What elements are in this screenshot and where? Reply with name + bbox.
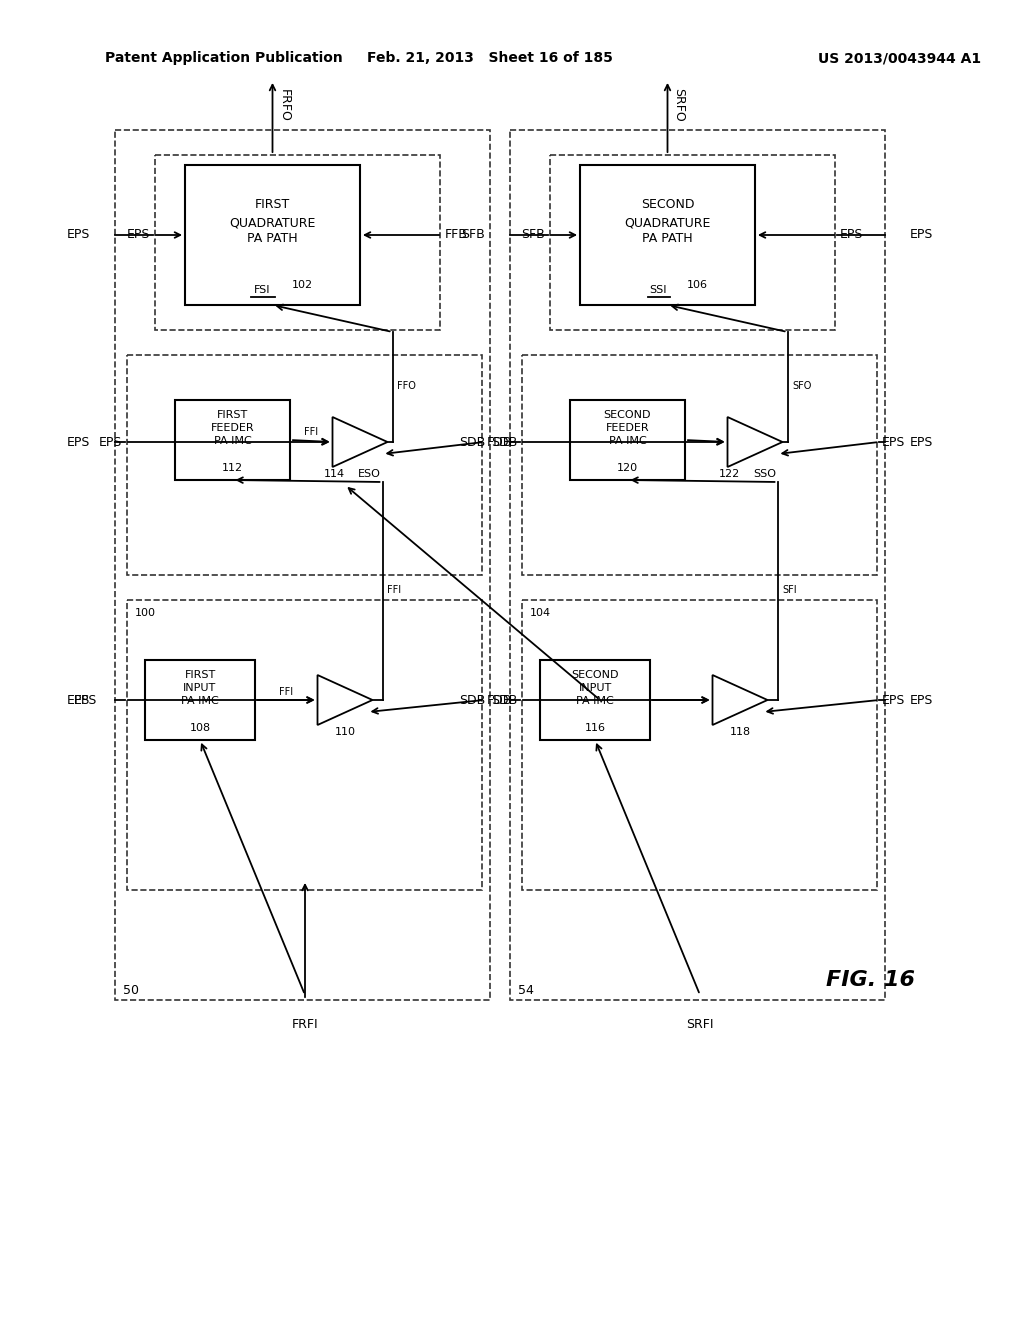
Bar xyxy=(145,660,255,741)
Text: SDB: SDB xyxy=(490,436,517,449)
Bar xyxy=(580,165,755,305)
Text: PA IMC: PA IMC xyxy=(577,696,613,706)
Text: FIRST: FIRST xyxy=(255,198,290,211)
Text: QUADRATURE: QUADRATURE xyxy=(229,216,315,230)
Text: FFB: FFB xyxy=(445,228,468,242)
Bar xyxy=(127,355,482,576)
Text: FFI: FFI xyxy=(280,686,293,697)
Text: FEEDER: FEEDER xyxy=(605,422,649,433)
Text: PA IMC: PA IMC xyxy=(181,696,219,706)
Text: SECOND: SECOND xyxy=(641,198,694,211)
Text: EPS: EPS xyxy=(910,693,933,706)
Bar xyxy=(510,129,885,1001)
Text: EPS: EPS xyxy=(882,693,905,706)
Polygon shape xyxy=(713,675,768,725)
Text: SRFI: SRFI xyxy=(686,1019,714,1031)
Text: 100: 100 xyxy=(135,609,156,618)
Bar xyxy=(175,400,290,480)
Bar xyxy=(570,400,685,480)
Text: PA IMC: PA IMC xyxy=(214,436,251,446)
Text: 122: 122 xyxy=(719,469,740,479)
Text: SRFO: SRFO xyxy=(673,88,685,121)
Text: 110: 110 xyxy=(335,727,355,737)
Text: INPUT: INPUT xyxy=(579,682,611,693)
Text: FIRST: FIRST xyxy=(184,671,216,680)
Text: FEEDER: FEEDER xyxy=(211,422,254,433)
Text: 104: 104 xyxy=(530,609,551,618)
Text: FFI: FFI xyxy=(387,585,401,595)
Text: 106: 106 xyxy=(686,280,708,290)
Text: EPS: EPS xyxy=(127,228,150,242)
Text: QUADRATURE: QUADRATURE xyxy=(625,216,711,230)
Text: EPS: EPS xyxy=(840,228,863,242)
Bar xyxy=(127,601,482,890)
Bar xyxy=(522,601,877,890)
Text: FSI: FSI xyxy=(254,285,270,294)
Text: EPS: EPS xyxy=(882,436,905,449)
Text: EPS: EPS xyxy=(67,693,90,706)
Text: EPS: EPS xyxy=(67,228,90,242)
Text: 120: 120 xyxy=(616,463,638,473)
Text: Feb. 21, 2013   Sheet 16 of 185: Feb. 21, 2013 Sheet 16 of 185 xyxy=(367,51,613,65)
Text: 114: 114 xyxy=(324,469,345,479)
Text: PA PATH: PA PATH xyxy=(247,232,298,246)
Text: EPS: EPS xyxy=(910,436,933,449)
Text: 112: 112 xyxy=(222,463,243,473)
Text: Patent Application Publication: Patent Application Publication xyxy=(105,51,343,65)
Text: FIRST: FIRST xyxy=(217,411,248,420)
Text: 54: 54 xyxy=(518,983,534,997)
Text: 116: 116 xyxy=(585,723,605,733)
Text: 102: 102 xyxy=(292,280,312,290)
Bar xyxy=(550,154,835,330)
Text: INPUT: INPUT xyxy=(183,682,217,693)
Text: EPS: EPS xyxy=(67,436,90,449)
Text: FDB: FDB xyxy=(487,436,512,449)
Text: PA IMC: PA IMC xyxy=(608,436,646,446)
Text: US 2013/0043944 A1: US 2013/0043944 A1 xyxy=(818,51,982,65)
Text: FFI: FFI xyxy=(304,426,318,437)
Text: SSI: SSI xyxy=(649,285,667,294)
Bar xyxy=(540,660,650,741)
Text: SDB: SDB xyxy=(459,693,485,706)
Text: SSO: SSO xyxy=(753,469,776,479)
Text: SFO: SFO xyxy=(793,381,812,391)
Text: SECOND: SECOND xyxy=(571,671,618,680)
Text: FFO: FFO xyxy=(397,381,417,391)
Text: SECOND: SECOND xyxy=(604,411,651,420)
Text: SFB: SFB xyxy=(461,228,485,242)
Text: SFI: SFI xyxy=(782,585,797,595)
Bar xyxy=(522,355,877,576)
Bar xyxy=(155,154,440,330)
Polygon shape xyxy=(333,417,387,467)
Text: 50: 50 xyxy=(123,983,139,997)
Text: SDB: SDB xyxy=(490,693,517,706)
Text: SFB: SFB xyxy=(521,228,545,242)
Text: EPS: EPS xyxy=(910,228,933,242)
Text: FIG. 16: FIG. 16 xyxy=(825,970,914,990)
Bar xyxy=(185,165,360,305)
Text: SDB: SDB xyxy=(459,436,485,449)
Text: EPS: EPS xyxy=(98,436,122,449)
Text: 108: 108 xyxy=(189,723,211,733)
Text: FRFO: FRFO xyxy=(278,88,291,121)
Text: PA PATH: PA PATH xyxy=(642,232,693,246)
Text: ESO: ESO xyxy=(358,469,381,479)
Polygon shape xyxy=(317,675,373,725)
Text: 118: 118 xyxy=(729,727,751,737)
Text: EPS: EPS xyxy=(74,693,97,706)
Polygon shape xyxy=(727,417,782,467)
Text: FDB: FDB xyxy=(487,693,512,706)
Text: FRFI: FRFI xyxy=(292,1019,318,1031)
Bar xyxy=(115,129,490,1001)
